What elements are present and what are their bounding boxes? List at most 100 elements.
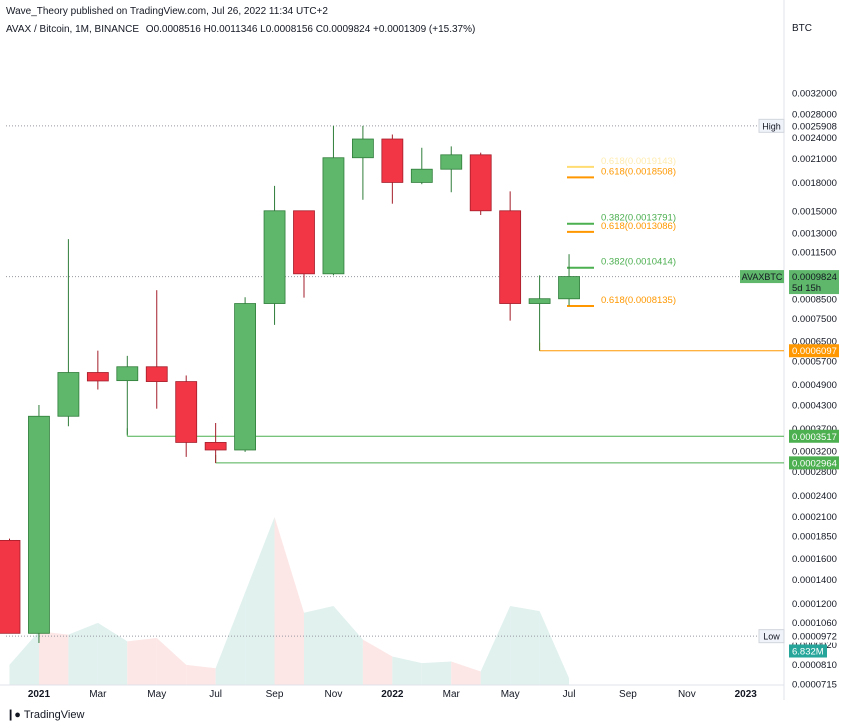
symbol-tag-label: AVAXBTC [742,272,783,282]
price-tick-label: 0.0001200 [792,599,837,610]
volume-area-segment [392,656,422,685]
candle-up [558,276,580,300]
tradingview-logo-icon: ❙● [6,709,21,721]
volume-area-segment [510,606,540,685]
volume-area-segment [9,631,39,685]
candle-up [263,210,286,304]
price-tick-label: 0.0000810 [792,660,837,671]
price-tick-label: 0.0001850 [792,532,837,543]
price-tick-label: 0.0003200 [792,446,837,457]
time-tick-label: Nov [678,689,696,700]
published-line: Wave_Theory published on TradingView.com… [6,6,328,17]
time-tick-label: Mar [89,689,107,700]
volume-area-segment [451,661,481,685]
candle-up [528,298,551,304]
time-tick-label: May [501,689,520,700]
price-tick-label: 0.0013000 [792,229,837,240]
volume-area-segment [186,664,216,685]
candle-down [0,539,21,634]
low-label: Low [763,632,780,642]
time-tick-label: Jul [563,689,576,700]
support-price-tag [789,456,839,470]
price-tick-label: 0.0001060 [792,618,837,629]
candle-down [293,210,315,275]
candle-down [381,138,404,183]
time-tick-label: 2022 [381,689,404,700]
footer-branding: ❙● TradingView [6,708,84,722]
candle-down [145,366,168,382]
price-tick-label: 0.0032000 [792,88,837,99]
price-tick-label: 0.0001600 [792,554,837,565]
support-price-label: 0.0003517 [792,432,837,443]
fib-level-label: 0.618(0.0008135) [601,295,676,306]
time-tick-label: Mar [443,689,461,700]
bar-countdown-label: 5d 15h [792,283,821,294]
volume-area-segment [480,606,511,685]
price-tick-label: 0.0015000 [792,206,837,217]
candle-up [116,366,139,382]
high-price-label: 0.0025908 [792,121,837,132]
price-tick-label: 0.0028000 [792,109,837,120]
candle-down [499,210,522,304]
price-tick-label: 0.0002100 [792,512,837,523]
price-tick-label: 0.0011500 [792,248,836,259]
volume-area-segment [38,631,69,685]
fib-level-label: 0.618(0.0019143) [601,156,676,167]
price-tick-label: 0.0024000 [792,133,837,144]
price-tick-label: 0.0001400 [792,575,837,586]
price-tick-label: 0.0000715 [792,679,837,690]
price-tag-bg [789,119,839,133]
candle-down [86,372,109,382]
low-price-label: 0.0000972 [792,632,837,643]
price-tick-label: 0.0002800 [792,467,837,478]
support-price-tag [789,429,839,443]
support-price-label: 0.0006097 [792,346,837,357]
fib-level-label: 0.618(0.0018508) [601,166,676,177]
candle-down [175,381,198,443]
support-price-tag [789,344,839,358]
volume-area-segment [156,637,187,685]
price-axis-unit: BTC [792,23,812,34]
price-tag-bg [789,629,839,643]
volume-area-segment [245,517,275,685]
price-tick-label: 0.0003700 [792,424,837,435]
fib-level-label: 0.382(0.0010414) [601,257,676,268]
price-tick-label: 0.0004900 [792,380,837,391]
high-label: High [762,121,781,131]
candle-down [204,442,227,451]
ohlc-values: O0.0008516 H0.0011346 L0.0008156 C0.0009… [145,24,476,35]
symbol-tag [740,270,784,284]
symbol-name[interactable]: AVAX / Bitcoin, 1M, BINANCE [6,24,140,35]
fib-level-label: 0.618(0.0013086) [601,221,676,232]
volume-tag [789,644,827,658]
time-tick-label: Sep [619,689,637,700]
volume-area-segment [97,622,128,685]
candle-up [57,372,80,417]
candle-up [410,168,433,183]
time-tick-label: 2023 [735,689,758,700]
candle-up [28,415,50,634]
price-tick-label: 0.0021000 [792,154,837,165]
price-tick-label: 0.0007500 [792,314,837,325]
price-tick-label: 0.0018000 [792,178,837,189]
symbol-info-line: AVAX / Bitcoin, 1M, BINANCE O0.0008516 H… [6,24,475,35]
time-tick-label: May [147,689,166,700]
candle-up [440,154,463,170]
candle-up [351,138,374,159]
candle-down [469,154,492,212]
time-tick-label: 2021 [28,689,51,700]
fib-level-label: 0.382(0.0013791) [601,213,676,224]
volume-area-segment [274,517,304,685]
volume-area-segment [421,661,452,685]
volume-area-segment [215,592,246,685]
high-label-box [758,118,785,133]
volume-area-segment [362,639,393,685]
price-tick-label: 0.0008500 [792,295,837,306]
volume-area-segment [539,611,570,685]
price-tick-label: 0.0005700 [792,357,837,368]
price-tick-label: 0.0002400 [792,491,837,502]
time-tick-label: Jul [209,689,222,700]
candle-up [322,157,345,275]
candle-up [234,303,257,451]
